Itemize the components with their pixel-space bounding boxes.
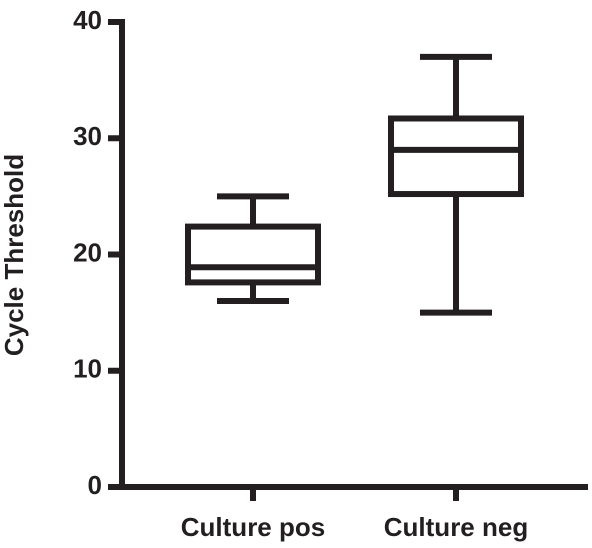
x-tick-label: Culture neg [384, 512, 528, 542]
x-tick-label: Culture pos [181, 512, 325, 542]
y-tick-label: 30 [73, 121, 102, 151]
box [388, 115, 524, 198]
y-tick-label: 20 [73, 237, 102, 267]
box [185, 223, 321, 286]
y-tick-label: 0 [88, 470, 102, 500]
y-axis-label: Cycle Threshold [0, 154, 29, 356]
y-tick-label: 10 [73, 354, 102, 384]
y-tick-label: 40 [73, 5, 102, 35]
